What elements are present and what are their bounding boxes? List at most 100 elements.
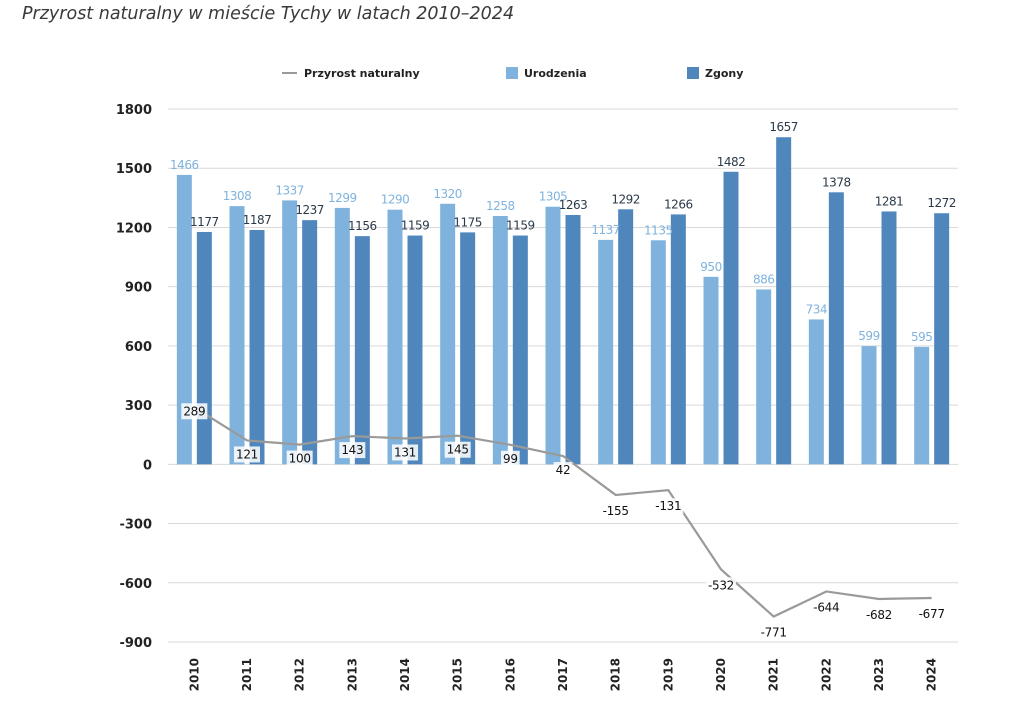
bar-label-zgony: 1378 xyxy=(822,175,851,189)
legend-label-zgony: Zgony xyxy=(705,67,743,80)
bar-zgony xyxy=(723,171,739,465)
bar-urodzenia xyxy=(861,346,877,465)
x-tick-label: 2023 xyxy=(872,658,886,691)
line-label-background xyxy=(444,441,471,458)
x-tick-label: 2024 xyxy=(925,658,939,691)
bar-zgony xyxy=(881,211,897,465)
line-label-background xyxy=(339,442,366,459)
y-tick-label: 0 xyxy=(143,458,152,473)
bar-label-zgony: 1266 xyxy=(664,197,693,211)
bar-zgony xyxy=(302,220,318,465)
bar-label-urodzenia: 950 xyxy=(700,260,721,274)
bar-label-zgony: 1156 xyxy=(348,219,377,233)
line-label-przyrost: -771 xyxy=(761,626,787,640)
bar-urodzenia xyxy=(545,206,561,465)
line-label-przyrost: 145 xyxy=(447,443,469,457)
bar-zgony xyxy=(618,209,634,465)
bar-label-zgony: 1159 xyxy=(506,219,535,233)
bar-label-zgony: 1281 xyxy=(875,194,904,208)
line-label-background xyxy=(705,577,737,594)
y-tick-label: 300 xyxy=(125,399,152,414)
y-tick-label: 600 xyxy=(125,340,152,355)
bar-urodzenia xyxy=(176,174,192,465)
bar-label-zgony: 1272 xyxy=(927,196,956,210)
bar-label-urodzenia: 734 xyxy=(806,302,827,316)
line-label-przyrost: 121 xyxy=(236,447,258,461)
line-label-background xyxy=(500,450,520,467)
line-label-background xyxy=(916,605,947,622)
bar-label-urodzenia: 1258 xyxy=(486,199,515,213)
y-tick-label: -900 xyxy=(119,636,152,651)
bar-zgony xyxy=(354,236,370,465)
bar-urodzenia xyxy=(282,200,298,465)
bar-label-urodzenia: 1299 xyxy=(328,191,357,205)
bar-zgony xyxy=(460,232,476,465)
bar-label-urodzenia: 1290 xyxy=(381,193,410,207)
line-label-przyrost: 289 xyxy=(183,404,205,418)
line-label-background xyxy=(391,444,419,461)
bar-label-zgony: 1263 xyxy=(559,198,588,212)
line-label-background xyxy=(811,599,842,616)
bar-zgony xyxy=(249,230,265,465)
bar-label-zgony: 1187 xyxy=(243,213,272,227)
page-title: Przyrost naturalny w mieście Tychy w lat… xyxy=(22,4,515,24)
line-label-background xyxy=(286,450,313,467)
line-label-przyrost: -532 xyxy=(708,578,734,592)
line-label-przyrost: -682 xyxy=(866,608,892,622)
line-label-przyrost: 42 xyxy=(556,463,571,477)
y-tick-label: 1500 xyxy=(116,162,152,177)
line-label-background xyxy=(600,502,631,519)
bar-zgony xyxy=(934,213,950,465)
line-label-background xyxy=(758,624,789,641)
bar-zgony xyxy=(407,235,423,465)
bar-label-zgony: 1292 xyxy=(611,192,640,206)
bar-urodzenia xyxy=(440,203,456,465)
line-label-background xyxy=(233,446,261,463)
bar-label-urodzenia: 1308 xyxy=(223,189,252,203)
bar-label-urodzenia: 1320 xyxy=(433,187,462,201)
y-tick-label: -300 xyxy=(119,518,152,533)
x-tick-label: 2014 xyxy=(398,658,412,691)
y-tick-label: 900 xyxy=(125,281,152,296)
bar-urodzenia xyxy=(387,209,403,465)
x-tick-label: 2016 xyxy=(503,658,517,691)
bar-label-zgony: 1177 xyxy=(190,215,219,229)
y-tick-label: 1800 xyxy=(116,103,152,118)
bar-urodzenia xyxy=(334,207,350,465)
legend-label-urodzenia: Urodzenia xyxy=(524,67,587,80)
bar-urodzenia xyxy=(756,289,772,465)
x-tick-label: 2017 xyxy=(556,658,570,691)
bar-label-urodzenia: 1337 xyxy=(275,183,304,197)
x-tick-label: 2015 xyxy=(451,658,465,691)
x-tick-label: 2019 xyxy=(661,658,675,691)
line-label-background xyxy=(181,403,208,420)
line-label-background xyxy=(863,606,895,623)
bar-urodzenia xyxy=(808,319,824,465)
line-label-przyrost: 100 xyxy=(289,452,311,466)
bar-urodzenia xyxy=(229,206,245,465)
x-tick-label: 2022 xyxy=(819,658,833,691)
bar-label-zgony: 1482 xyxy=(717,155,746,169)
bar-label-zgony: 1657 xyxy=(769,120,798,134)
x-tick-label: 2013 xyxy=(345,658,359,691)
legend-marker-zgony xyxy=(687,67,699,79)
line-label-przyrost: 143 xyxy=(341,443,363,457)
bar-label-urodzenia: 1305 xyxy=(539,190,568,204)
y-tick-label: 1200 xyxy=(116,221,152,236)
x-tick-label: 2012 xyxy=(293,658,307,691)
bar-label-urodzenia: 599 xyxy=(858,329,879,343)
bar-label-zgony: 1175 xyxy=(453,215,482,229)
bar-zgony xyxy=(670,214,686,465)
bar-label-urodzenia: 595 xyxy=(911,330,932,344)
line-label-przyrost: -644 xyxy=(813,600,839,614)
bar-label-zgony: 1237 xyxy=(295,203,324,217)
legend-label-przyrost-naturalny: Przyrost naturalny xyxy=(304,67,420,80)
bar-urodzenia xyxy=(492,215,508,465)
bar-urodzenia xyxy=(650,240,666,465)
legend-marker-urodzenia xyxy=(506,67,518,79)
bar-label-urodzenia: 1135 xyxy=(644,223,673,237)
y-tick-label: -600 xyxy=(119,577,152,592)
line-przyrost-naturalny xyxy=(193,406,932,618)
bar-label-zgony: 1159 xyxy=(401,219,430,233)
